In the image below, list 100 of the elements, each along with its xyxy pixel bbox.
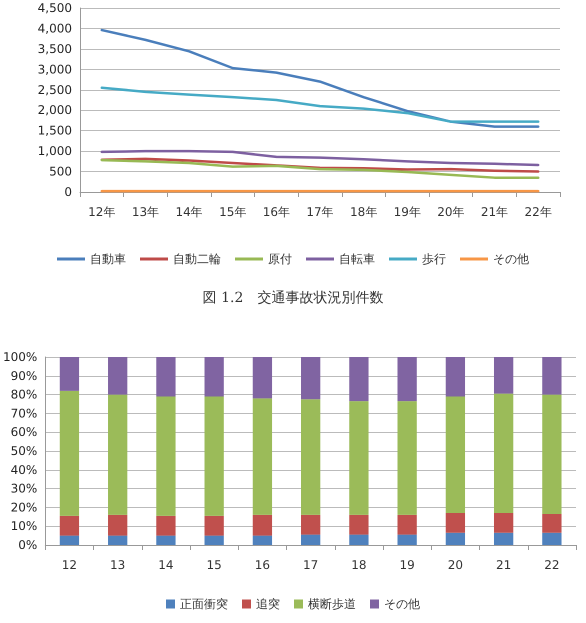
x-tick-label: 19年 xyxy=(394,205,421,219)
y-tick-label: 90% xyxy=(10,368,38,383)
y-tick-label: 0 xyxy=(64,185,72,199)
bar xyxy=(301,514,320,535)
bar xyxy=(494,513,514,533)
x-tick-label: 16年 xyxy=(262,205,290,219)
bar xyxy=(156,396,176,516)
bar xyxy=(349,357,369,402)
bar xyxy=(446,357,466,396)
bar xyxy=(349,534,369,545)
y-tick-label: 1,500 xyxy=(38,124,72,138)
bar xyxy=(494,532,514,545)
bar xyxy=(349,401,369,515)
bar xyxy=(252,357,272,398)
bar xyxy=(397,534,417,545)
y-tick-label: 3,500 xyxy=(38,42,72,56)
bar xyxy=(301,357,320,400)
bar xyxy=(204,396,224,516)
bar xyxy=(397,514,417,535)
bar xyxy=(252,536,272,545)
bar xyxy=(108,514,128,536)
x-tick-label: 20 xyxy=(448,558,464,572)
legend-label: 正面衝突 xyxy=(180,597,228,611)
bar xyxy=(542,357,562,395)
bar xyxy=(397,357,417,402)
bar xyxy=(108,536,128,545)
legend-label: 横断歩道 xyxy=(308,597,356,611)
bar xyxy=(301,399,320,515)
x-tick-label: 13年 xyxy=(132,205,160,219)
x-tick-label: 13 xyxy=(110,558,126,572)
legend-label: 自動車 xyxy=(90,252,126,266)
y-tick-label: 10% xyxy=(10,519,38,534)
bar xyxy=(542,532,562,545)
x-tick-label: 20年 xyxy=(437,205,465,219)
bar xyxy=(204,516,224,536)
bar xyxy=(301,534,320,545)
bar xyxy=(108,357,128,395)
y-tick-label: 3,000 xyxy=(38,62,72,76)
bar xyxy=(60,390,80,516)
line-series xyxy=(100,158,540,179)
x-tick-label: 21年 xyxy=(480,205,508,219)
y-tick-label: 0% xyxy=(18,538,38,552)
bar xyxy=(156,357,176,396)
y-tick-label: 500 xyxy=(49,164,72,179)
bar xyxy=(252,398,272,515)
legend-label: 歩行 xyxy=(422,252,446,266)
bar xyxy=(494,394,514,514)
x-tick-label: 17 xyxy=(303,558,318,572)
y-tick-label: 2,500 xyxy=(38,82,72,97)
x-tick-label: 15年 xyxy=(219,205,246,219)
x-tick-label: 22年 xyxy=(524,205,552,219)
y-tick-label: 20% xyxy=(10,500,38,514)
y-tick-label: 40% xyxy=(10,462,38,477)
line-series xyxy=(100,86,540,123)
y-tick-label: 60% xyxy=(10,425,38,440)
legend-label: 自転車 xyxy=(339,252,375,266)
y-tick-label: 30% xyxy=(10,482,38,496)
bar xyxy=(252,514,272,536)
legend-label: 原付 xyxy=(268,252,292,266)
bar xyxy=(108,394,128,515)
bar xyxy=(542,394,562,514)
legend-label: 追突 xyxy=(256,597,280,611)
y-tick-label: 2,000 xyxy=(38,103,72,118)
bar xyxy=(60,357,80,391)
bar xyxy=(60,536,80,545)
bar xyxy=(397,401,417,515)
bar xyxy=(446,513,466,533)
y-tick-label: 1,000 xyxy=(38,144,72,158)
x-tick-label: 15 xyxy=(206,558,222,572)
x-tick-label: 18 xyxy=(351,558,367,572)
bar xyxy=(60,516,80,536)
x-tick-label: 12 xyxy=(62,558,78,572)
bar xyxy=(204,357,224,396)
legend-label: その他 xyxy=(493,252,529,266)
bar xyxy=(446,396,466,514)
bar xyxy=(349,514,369,535)
y-tick-label: 100% xyxy=(2,350,38,364)
y-tick-label: 4,000 xyxy=(38,21,72,36)
x-tick-label: 16 xyxy=(254,558,270,572)
y-tick-label: 70% xyxy=(10,406,38,420)
x-tick-label: 22 xyxy=(544,558,560,572)
legend-label: 自動二輪 xyxy=(173,252,221,266)
x-tick-label: 17年 xyxy=(306,205,334,219)
bar xyxy=(204,536,224,545)
legend-label: その他 xyxy=(384,597,420,611)
text: 図 1.2 交通事故状況別件数 xyxy=(202,290,384,306)
bar xyxy=(542,514,562,533)
bar xyxy=(156,516,176,536)
y-tick-label: 50% xyxy=(10,444,38,458)
x-tick-label: 21 xyxy=(496,558,512,572)
line-series xyxy=(100,150,540,166)
bar xyxy=(494,357,514,394)
x-tick-label: 12年 xyxy=(88,205,116,219)
y-tick-label: 4,500 xyxy=(38,1,72,15)
bar xyxy=(446,532,466,545)
y-tick-label: 80% xyxy=(10,388,38,402)
x-tick-label: 14 xyxy=(158,558,174,572)
x-tick-label: 18年 xyxy=(350,205,378,219)
bar xyxy=(156,536,176,545)
x-tick-label: 19 xyxy=(400,558,415,572)
